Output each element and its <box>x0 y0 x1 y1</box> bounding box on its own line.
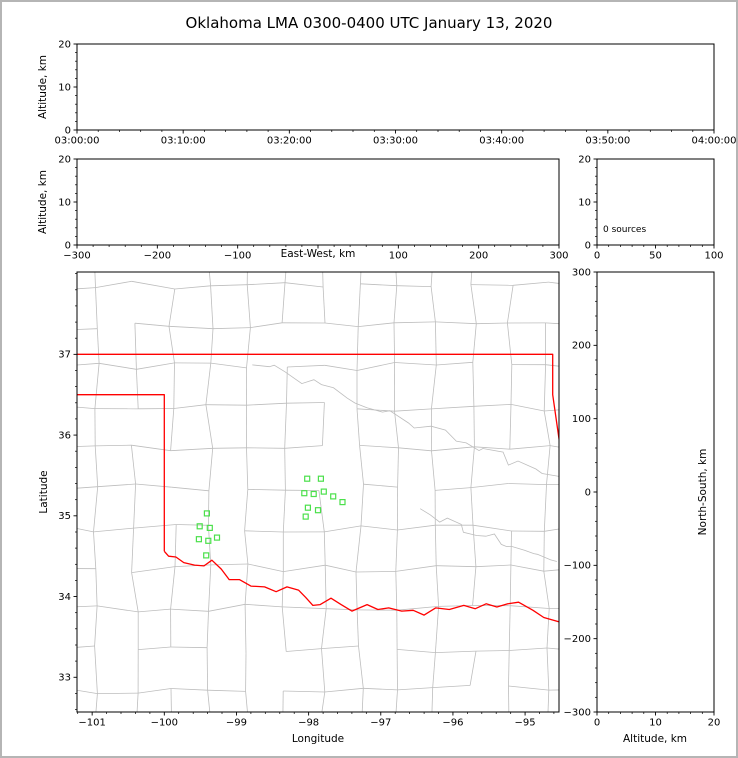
svg-text:03:20:00: 03:20:00 <box>267 136 312 147</box>
svg-text:03:40:00: 03:40:00 <box>479 136 524 147</box>
lma-station-marker <box>310 490 317 498</box>
panel-src_hist: 0 50 100 0 10 20 <box>578 154 723 261</box>
svg-text:200: 200 <box>572 341 591 352</box>
panel-ns_alt: 0 10 20 −300 −200 −100 0 100 200 300 <box>564 267 721 728</box>
lma-station-marker <box>206 524 213 532</box>
oklahoma-state-border <box>77 353 559 444</box>
lma-station-marker <box>314 507 322 514</box>
svg-text:03:50:00: 03:50:00 <box>585 136 630 147</box>
lma-station-marker <box>320 488 327 495</box>
svg-text:20: 20 <box>578 154 591 165</box>
lma-station-marker <box>302 513 309 520</box>
svg-text:100: 100 <box>389 251 408 262</box>
ylabel-latitude: Latitude <box>38 470 50 514</box>
svg-text:20: 20 <box>708 718 721 729</box>
svg-text:10: 10 <box>58 197 71 208</box>
svg-text:20: 20 <box>58 154 71 165</box>
lma-station-marker <box>203 510 210 517</box>
svg-text:−200: −200 <box>144 251 171 262</box>
lma-station-marker <box>317 475 324 482</box>
svg-text:100: 100 <box>572 414 591 425</box>
svg-text:35: 35 <box>58 511 71 522</box>
lma-station-marker <box>330 493 337 500</box>
svg-text:03:10:00: 03:10:00 <box>161 136 206 147</box>
svg-text:−99: −99 <box>226 718 247 729</box>
svg-text:50: 50 <box>649 251 662 262</box>
svg-text:−300: −300 <box>63 251 90 262</box>
sources-count-annotation: 0 sources <box>603 225 647 235</box>
xlabel-east-west: East-West, km <box>280 248 356 260</box>
svg-text:−100: −100 <box>564 561 591 572</box>
svg-text:−100: −100 <box>151 718 178 729</box>
ylabel-altitude-time-panel: Altitude, km <box>37 54 49 120</box>
svg-text:0: 0 <box>594 718 600 729</box>
lma-stations <box>195 475 346 559</box>
svg-text:200: 200 <box>469 251 488 262</box>
svg-text:−96: −96 <box>442 718 463 729</box>
ylabel-altitude-ew-panel: Altitude, km <box>37 169 49 235</box>
lma-station-marker <box>196 523 203 530</box>
svg-text:−98: −98 <box>298 718 319 729</box>
panel-alt_ew: −300 −200 −100 100 200 300 0 10 20 <box>58 154 568 261</box>
oklahoma-state-border <box>163 550 559 623</box>
svg-text:300: 300 <box>549 251 568 262</box>
svg-text:20: 20 <box>58 39 71 50</box>
map-layers <box>77 272 559 712</box>
svg-text:−95: −95 <box>515 718 536 729</box>
svg-text:03:00:00: 03:00:00 <box>55 136 100 147</box>
lma-station-marker <box>203 552 210 559</box>
county-boundaries <box>77 272 559 712</box>
svg-text:03:30:00: 03:30:00 <box>373 136 418 147</box>
svg-text:04:00:00: 04:00:00 <box>692 136 736 147</box>
lma-station-marker <box>301 490 308 497</box>
river-line <box>419 508 557 562</box>
svg-text:−200: −200 <box>564 634 591 645</box>
ylabel-north-south: North-South, km <box>697 448 709 536</box>
svg-text:0: 0 <box>585 240 591 251</box>
river-line <box>252 364 559 477</box>
lma-station-marker <box>195 536 202 543</box>
lma-station-marker <box>304 504 311 511</box>
svg-text:−300: −300 <box>564 707 591 718</box>
svg-text:10: 10 <box>58 82 71 93</box>
oklahoma-state-border <box>77 394 165 552</box>
panel-alt_time: 03:00:00 03:10:00 03:20:00 03:30:00 03:40:00… <box>55 39 736 146</box>
svg-text:0: 0 <box>594 251 600 262</box>
svg-text:36: 36 <box>58 430 71 441</box>
svg-text:34: 34 <box>58 592 71 603</box>
svg-text:10: 10 <box>649 718 662 729</box>
svg-text:33: 33 <box>58 673 71 684</box>
svg-text:10: 10 <box>578 197 591 208</box>
lma-station-marker <box>339 499 346 506</box>
svg-text:37: 37 <box>58 350 71 361</box>
svg-text:100: 100 <box>704 251 723 262</box>
xlabel-altitude-ns-panel: Altitude, km <box>622 733 688 745</box>
svg-text:−100: −100 <box>224 251 251 262</box>
svg-text:0: 0 <box>65 240 71 251</box>
svg-text:−97: −97 <box>370 718 391 729</box>
svg-text:−101: −101 <box>78 718 105 729</box>
lma-station-marker <box>213 534 221 541</box>
figure-title: Oklahoma LMA 0300-0400 UTC January 13, 2… <box>185 14 553 32</box>
lma-station-marker <box>304 475 311 482</box>
svg-text:0: 0 <box>65 125 71 136</box>
svg-text:0: 0 <box>585 487 591 498</box>
lma-station-marker <box>205 537 212 544</box>
svg-text:300: 300 <box>572 267 591 278</box>
panel-plan_map: −101 −100 −99 −98 −97 −96 −95 33 34 35 36 37 <box>58 271 560 729</box>
xlabel-longitude: Longitude <box>291 733 345 745</box>
